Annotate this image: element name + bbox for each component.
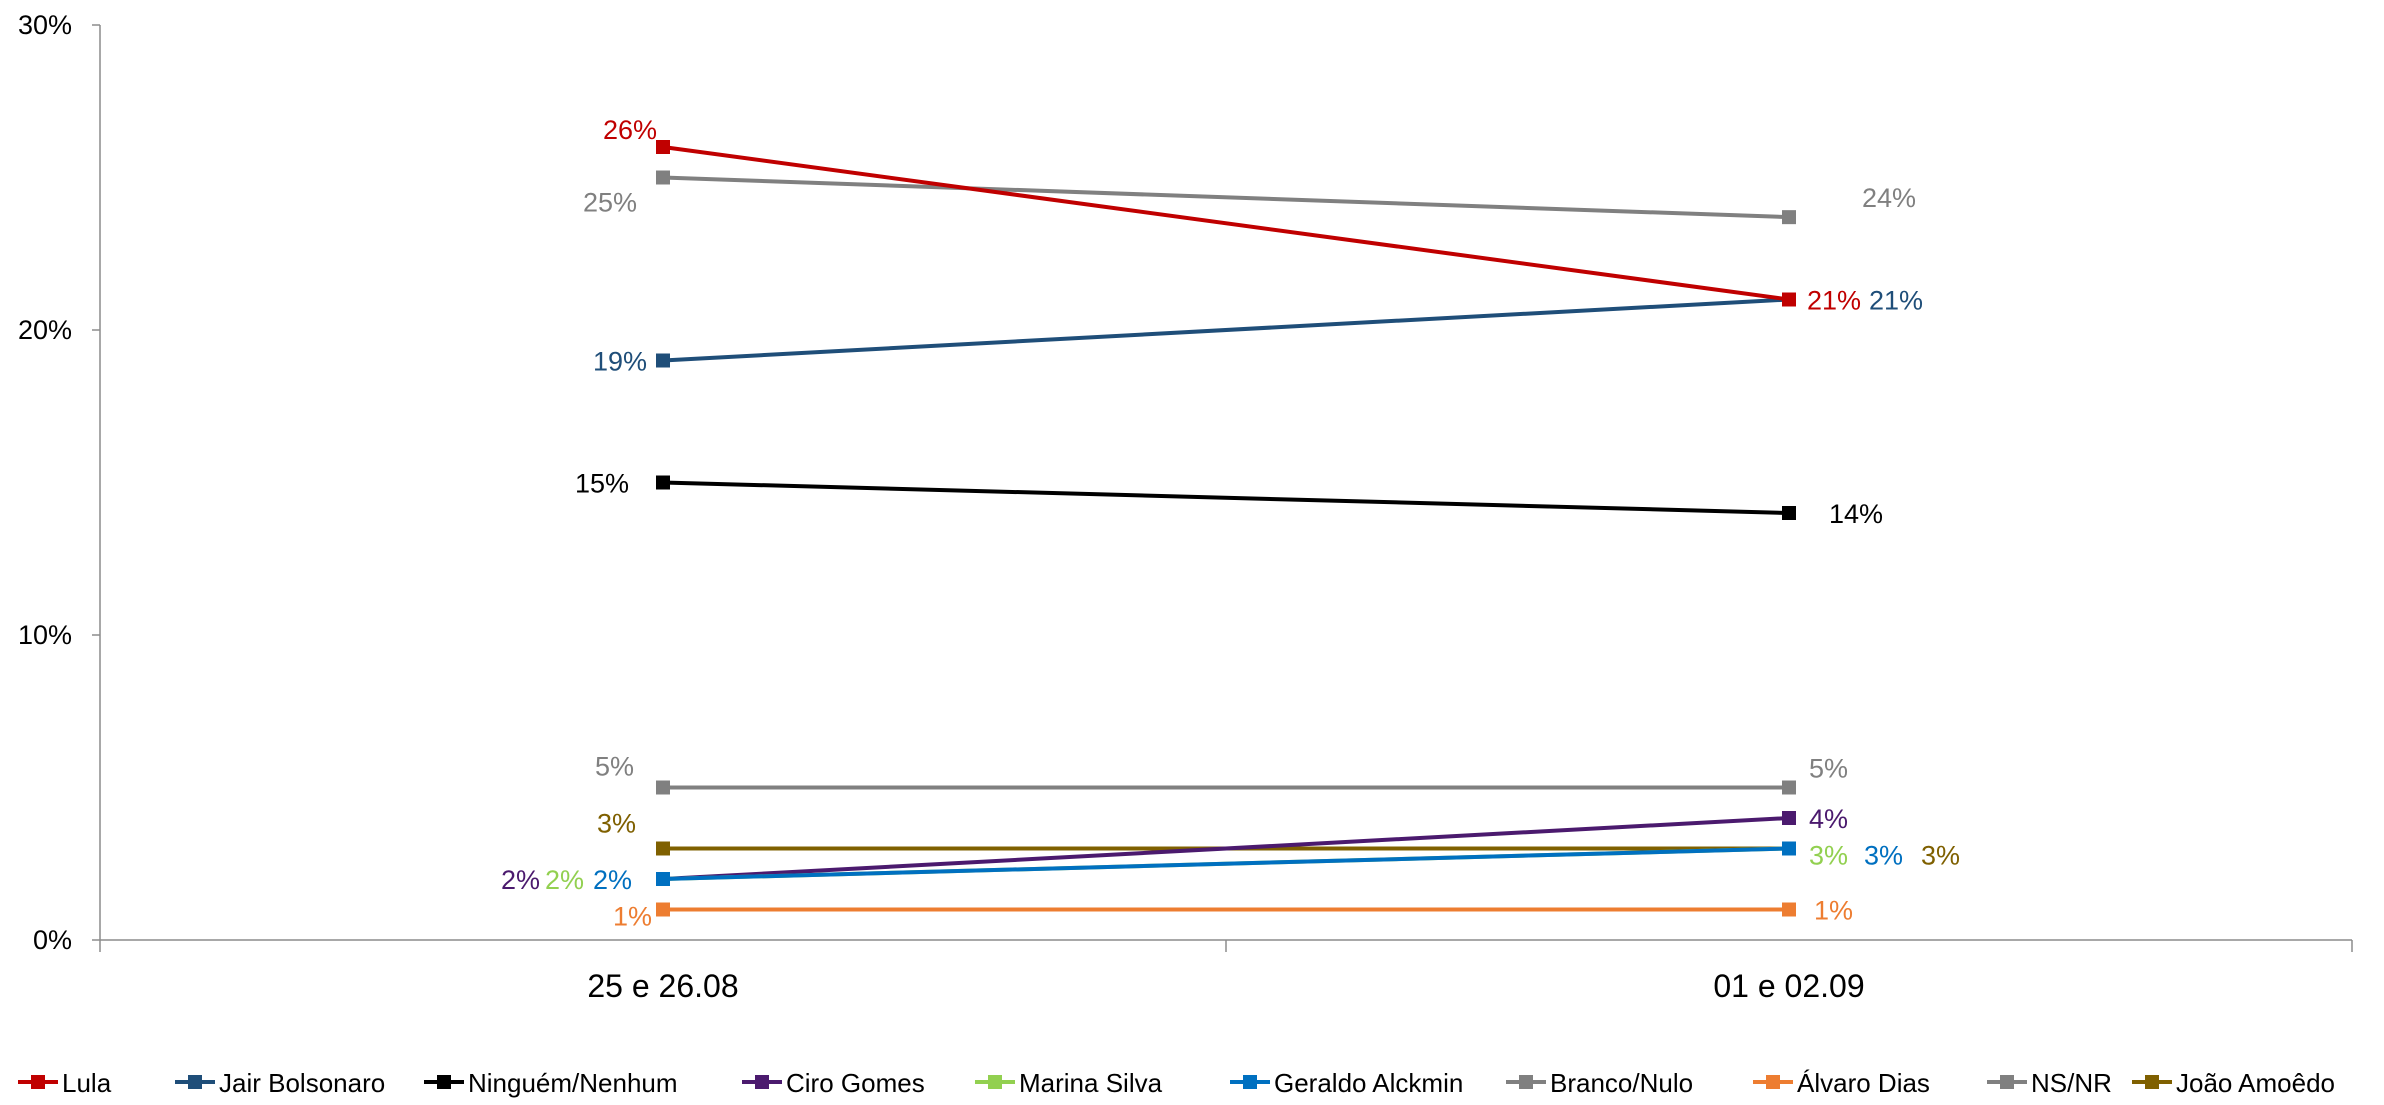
data-point-marker — [656, 170, 670, 185]
legend-label: Marina Silva — [1019, 1068, 1163, 1098]
x-tick-label: 25 e 26.08 — [587, 968, 738, 1004]
legend: Lula Jair Bolsonaro Ninguém/Nenhum Ciro Gom… — [18, 1068, 2335, 1098]
data-label: 26% — [603, 115, 657, 145]
legend-marker — [188, 1075, 202, 1089]
legend-marker — [2000, 1075, 2014, 1089]
legend-label: Lula — [62, 1068, 112, 1098]
data-label: 5% — [1809, 754, 1848, 784]
y-tick-label: 10% — [18, 620, 72, 650]
legend-label: Ninguém/Nenhum — [468, 1068, 678, 1098]
legend-label: Álvaro Dias — [1797, 1068, 1930, 1098]
data-label: 2% — [501, 865, 540, 895]
data-label: 3% — [1864, 841, 1903, 871]
data-point-marker — [1782, 841, 1796, 856]
data-label: 3% — [1809, 841, 1848, 871]
data-label: 25% — [583, 188, 637, 218]
legend-marker — [1766, 1075, 1780, 1089]
data-point-marker — [1782, 292, 1796, 307]
x-tick-label: 01 e 02.09 — [1713, 968, 1864, 1004]
y-tick-label: 30% — [18, 10, 72, 40]
legend-marker — [2145, 1075, 2159, 1089]
y-tick-label: 20% — [18, 315, 72, 345]
legend-label: Ciro Gomes — [786, 1068, 925, 1098]
data-label: 21% — [1869, 286, 1923, 316]
series-line — [662, 297, 1790, 363]
data-label: 24% — [1862, 183, 1916, 213]
data-label: 3% — [597, 809, 636, 839]
data-point-marker — [656, 140, 670, 154]
series-layer — [656, 140, 1796, 917]
legend-marker — [1243, 1075, 1257, 1089]
data-label: 3% — [1921, 841, 1960, 871]
legend-label: Geraldo Alckmin — [1274, 1068, 1463, 1098]
legend-marker — [437, 1075, 451, 1089]
data-point-marker — [656, 902, 670, 917]
axes: 0% 10% 20% 30% 25 e 26.08 01 e 02.09 — [18, 10, 2353, 1004]
y-tick-label: 0% — [33, 925, 72, 955]
series-line — [662, 175, 1790, 220]
legend-label: NS/NR — [2031, 1068, 2112, 1098]
data-point-marker — [656, 841, 670, 856]
data-label: 4% — [1809, 804, 1848, 834]
legend-marker — [1519, 1075, 1533, 1089]
data-point-marker — [656, 475, 670, 490]
data-label: 15% — [575, 469, 629, 499]
data-point-marker — [1782, 780, 1796, 795]
data-label: 2% — [545, 865, 584, 895]
legend-label: Branco/Nulo — [1550, 1068, 1693, 1098]
data-label: 19% — [593, 347, 647, 377]
data-labels-layer: 26% 21% 19% 21% 15% 14% 2% 4% 2% 3% 2% 3% 25% 24% 1% 1%… — [501, 115, 1960, 932]
data-label: 1% — [1814, 896, 1853, 926]
data-label: 21% — [1807, 286, 1861, 316]
series-line — [662, 816, 1790, 881]
data-point-marker — [656, 872, 670, 886]
series-line — [662, 846, 1790, 881]
data-point-marker — [1782, 506, 1796, 520]
series-line — [662, 480, 1790, 515]
data-point-marker — [1782, 902, 1796, 917]
data-label: 2% — [593, 865, 632, 895]
data-label: 1% — [613, 902, 652, 932]
data-point-marker — [656, 353, 670, 368]
legend-label: Jair Bolsonaro — [219, 1068, 385, 1098]
data-label: 5% — [595, 752, 634, 782]
legend-marker — [755, 1075, 769, 1089]
legend-marker — [988, 1075, 1002, 1089]
legend-label: João Amoêdo — [2176, 1068, 2335, 1098]
data-point-marker — [1782, 210, 1796, 225]
series-line — [662, 145, 1790, 302]
legend-marker — [31, 1075, 45, 1089]
data-label: 14% — [1829, 499, 1883, 529]
data-point-marker — [656, 780, 670, 795]
data-point-marker — [1782, 811, 1796, 825]
